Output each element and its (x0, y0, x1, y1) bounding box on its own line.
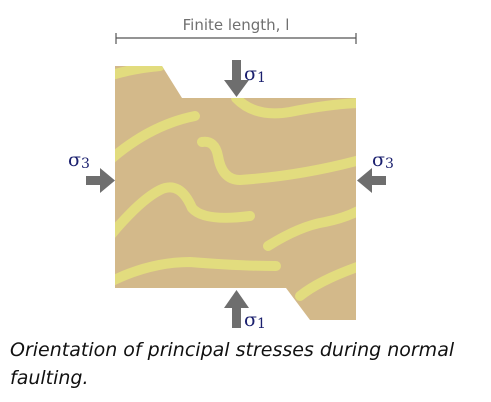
finite-length-label: Finite length, l (183, 16, 290, 34)
fault-block-shape (115, 66, 356, 320)
bed-layer-3 (115, 182, 255, 241)
bed-layer-2 (115, 111, 200, 165)
sigma3-left-label: σ3 (68, 149, 90, 172)
sigma1-bottom-arrow (224, 290, 249, 328)
sigma3-right-label: σ3 (372, 149, 394, 172)
sigma1-bottom-label: σ1 (244, 309, 266, 332)
figure-caption: Orientation of principal stresses during… (10, 339, 455, 389)
sigma1-top-arrow (224, 60, 249, 97)
bed-layer-5 (197, 136, 356, 185)
sigma1-top-label: σ1 (244, 63, 266, 86)
sigma3-right-arrow (357, 168, 386, 193)
bed-layer-4 (115, 257, 281, 287)
bed-layer-6 (231, 93, 356, 119)
sigma3-left-arrow (86, 168, 115, 193)
rock-block (115, 66, 356, 320)
bed-layer-8 (295, 261, 356, 301)
finite-length-dimension (115, 33, 357, 44)
bed-layer-1 (115, 66, 165, 81)
bed-layer-7 (263, 205, 356, 251)
